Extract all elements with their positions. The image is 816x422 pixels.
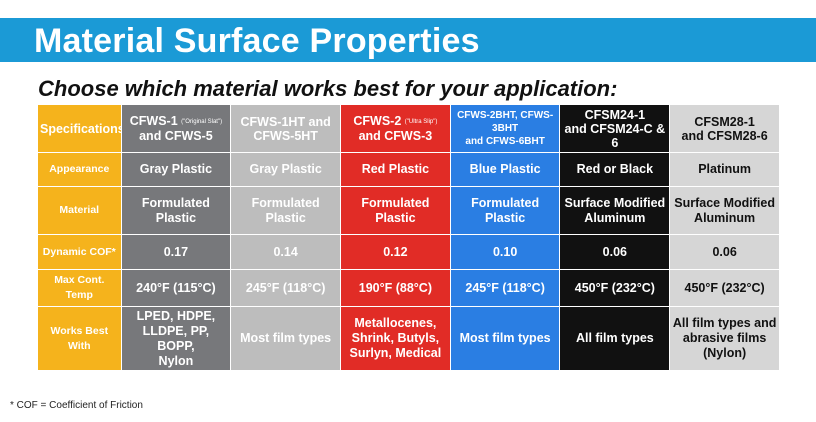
table-cell: Red Plastic [341, 153, 450, 186]
table-cell: 245°F (118°C) [231, 270, 341, 306]
table-cell: All film types and abrasive films (Nylon) [670, 307, 779, 370]
subtitle: Choose which material works best for you… [38, 76, 618, 101]
comparison-table: Specifications CFWS-1 ("Original Slat") a… [37, 104, 780, 371]
footnote: * COF = Coefficient of Friction [10, 400, 143, 411]
table-cell: Surface Modified Aluminum [560, 187, 670, 234]
table-cell: 0.10 [450, 235, 560, 269]
table-row: Works Best With LPED, HDPE, LLDPE, PP, BO… [38, 307, 779, 370]
table-cell: 0.06 [560, 235, 670, 269]
row-label: Specifications [38, 105, 121, 152]
table-cell: Gray Plastic [121, 153, 231, 186]
table-cell: 0.14 [231, 235, 341, 269]
table-cell: Blue Plastic [450, 153, 560, 186]
table-cell: 245°F (118°C) [450, 270, 560, 306]
table-cell: Formulated Plastic [450, 187, 560, 234]
table-row: Appearance Gray Plastic Gray Plastic Red… [38, 153, 779, 186]
table-cell: Formulated Plastic [121, 187, 231, 234]
table-cell: 190°F (88°C) [341, 270, 450, 306]
row-label: Dynamic COF* [38, 235, 121, 269]
row-label: Appearance [38, 153, 121, 186]
table-cell: LPED, HDPE, LLDPE, PP, BOPP, Nylon [121, 307, 231, 370]
table-cell: Formulated Plastic [231, 187, 341, 234]
column-header: CFWS-2 ("Ultra Slip") and CFWS-3 [341, 105, 450, 152]
page-title: Material Surface Properties [34, 22, 480, 60]
table-cell: 0.17 [121, 235, 231, 269]
table-cell: 450°F (232°C) [670, 270, 779, 306]
table-row: Material Formulated Plastic Formulated Pla… [38, 187, 779, 234]
title-banner: Material Surface Properties [0, 18, 816, 62]
table-cell: Metallocenes, Shrink, Butyls, Surlyn, Medi… [341, 307, 450, 370]
table-row: Dynamic COF* 0.17 0.14 0.12 0.10 0.06 0.… [38, 235, 779, 269]
table-row: Max Cont. Temp 240°F (115°C) 245°F (118°… [38, 270, 779, 306]
table-cell: Formulated Plastic [341, 187, 450, 234]
header-row: Specifications CFWS-1 ("Original Slat") a… [38, 105, 779, 152]
table-cell: Most film types [231, 307, 341, 370]
table-cell: All film types [560, 307, 670, 370]
table-cell: Most film types [450, 307, 560, 370]
table-cell: 0.06 [670, 235, 779, 269]
row-label: Works Best With [38, 307, 121, 370]
table-cell: Surface Modified Aluminum [670, 187, 779, 234]
table-cell: 450°F (232°C) [560, 270, 670, 306]
table-cell: 0.12 [341, 235, 450, 269]
column-header: CFSM24-1 and CFSM24-C & 6 [560, 105, 670, 152]
table-cell: Platinum [670, 153, 779, 186]
table-cell: Gray Plastic [231, 153, 341, 186]
column-header: CFWS-1 ("Original Slat") and CFWS-5 [121, 105, 231, 152]
table-cell: Red or Black [560, 153, 670, 186]
table-cell: 240°F (115°C) [121, 270, 231, 306]
column-header: CFWS-1HT and CFWS-5HT [231, 105, 341, 152]
row-label: Max Cont. Temp [38, 270, 121, 306]
column-header: CFWS-2BHT, CFWS-3BHT and CFWS-6BHT [450, 105, 560, 152]
column-header: CFSM28-1 and CFSM28-6 [670, 105, 779, 152]
row-label: Material [38, 187, 121, 234]
